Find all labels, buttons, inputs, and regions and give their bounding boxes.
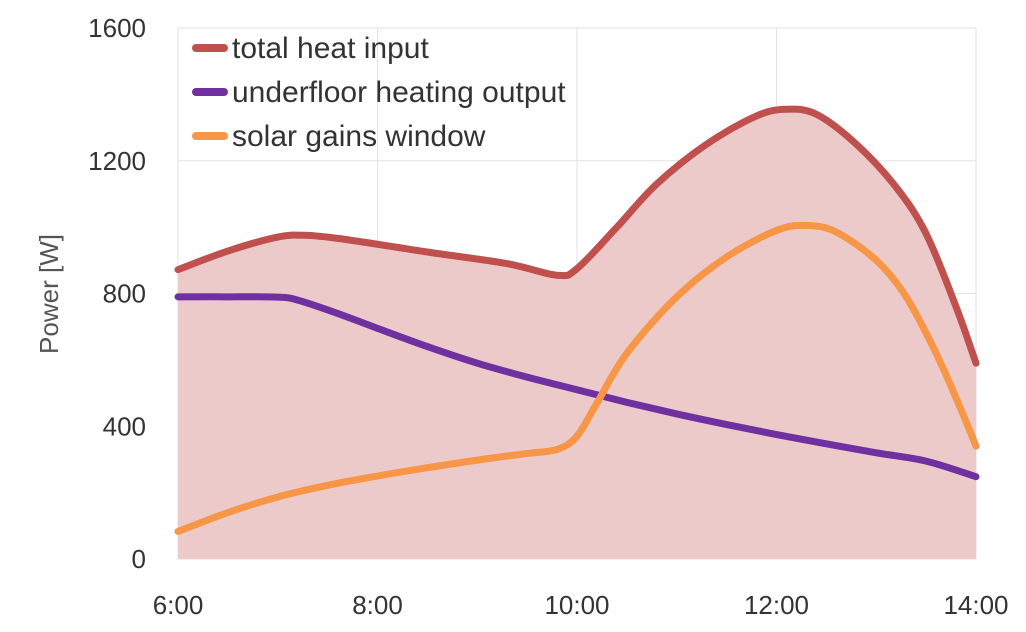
x-tick-label: 14:00 <box>943 590 1008 620</box>
total-heat-input-line <box>174 105 980 367</box>
total-heat-input-area <box>178 109 976 560</box>
total-heat-input-legend-label: total heat input <box>232 32 429 65</box>
series-lines <box>174 105 980 535</box>
x-tick-label: 6:00 <box>153 590 204 620</box>
underfloor-heating-output-legend-label: underfloor heating output <box>232 76 566 109</box>
x-tick-label: 12:00 <box>744 590 809 620</box>
tick-labels: 0 400 800 1200 1600 6:00 8:00 10:00 12:00 14:00 <box>88 13 1008 620</box>
legend: total heat input underfloor heating outpu… <box>192 32 566 153</box>
solar-gains-window-legend-label: solar gains window <box>232 120 486 153</box>
y-tick-label: 400 <box>103 411 146 441</box>
solar-gains-window-line <box>174 221 980 535</box>
underfloor-heating-output-line <box>174 293 980 481</box>
y-tick-label: 0 <box>132 544 146 574</box>
y-tick-label: 1200 <box>88 146 146 176</box>
y-tick-label: 1600 <box>88 13 146 43</box>
x-tick-label: 10:00 <box>544 590 609 620</box>
y-axis-title: Power [W] <box>34 234 64 354</box>
area-fill <box>178 109 976 560</box>
x-tick-label: 8:00 <box>352 590 403 620</box>
y-tick-label: 800 <box>103 279 146 309</box>
